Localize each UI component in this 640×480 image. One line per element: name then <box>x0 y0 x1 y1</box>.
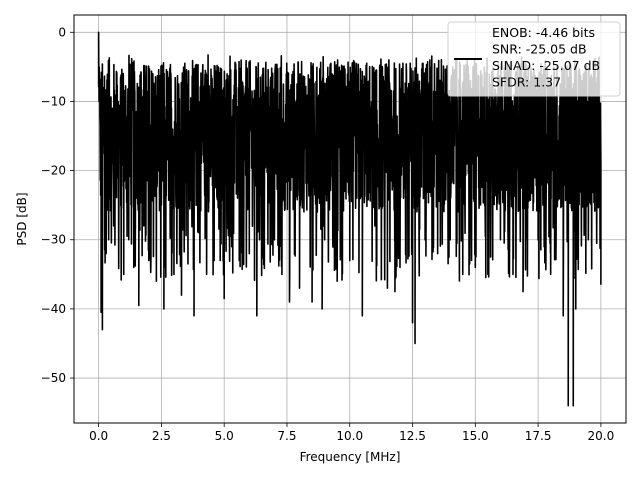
legend-text-sinad: SINAD: -25.07 dB <box>492 58 600 73</box>
legend-text-enob: ENOB: -4.46 bits <box>492 25 595 40</box>
plot-area <box>97 31 602 407</box>
legend-text-sfdr: SFDR: 1.37 <box>492 75 561 90</box>
x-tick-label: 10.0 <box>336 429 363 443</box>
x-axis-label: Frequency [MHz] <box>300 450 401 464</box>
x-tick-label: 17.5 <box>525 429 552 443</box>
x-tick-label: 15.0 <box>462 429 489 443</box>
legend: ENOB: -4.46 bits SNR: -25.05 dB SINAD: -… <box>447 21 621 97</box>
x-tick-label: 5.0 <box>215 429 234 443</box>
y-tick-label: −20 <box>41 164 66 178</box>
x-tick-label: 20.0 <box>588 429 615 443</box>
x-tick-label: 0.0 <box>89 429 108 443</box>
psd-series-line <box>97 31 602 407</box>
x-tick-label: 12.5 <box>399 429 426 443</box>
y-tick-label: −30 <box>41 233 66 247</box>
legend-text-snr: SNR: -25.05 dB <box>492 42 587 57</box>
y-tick-label: 0 <box>58 25 66 39</box>
y-tick-label: −50 <box>41 371 66 385</box>
y-tick-label: −40 <box>41 302 66 316</box>
x-tick-label: 2.5 <box>152 429 171 443</box>
x-ticks: 0.0 2.5 5.0 7.5 10.0 12.5 15.0 17.5 20.0 <box>89 423 614 443</box>
y-axis-label: PSD [dB] <box>15 192 29 245</box>
y-ticks: 0 −10 −20 −30 −40 −50 <box>41 25 74 385</box>
x-tick-label: 7.5 <box>277 429 296 443</box>
y-tick-label: −10 <box>41 94 66 108</box>
legend-box <box>447 21 621 97</box>
